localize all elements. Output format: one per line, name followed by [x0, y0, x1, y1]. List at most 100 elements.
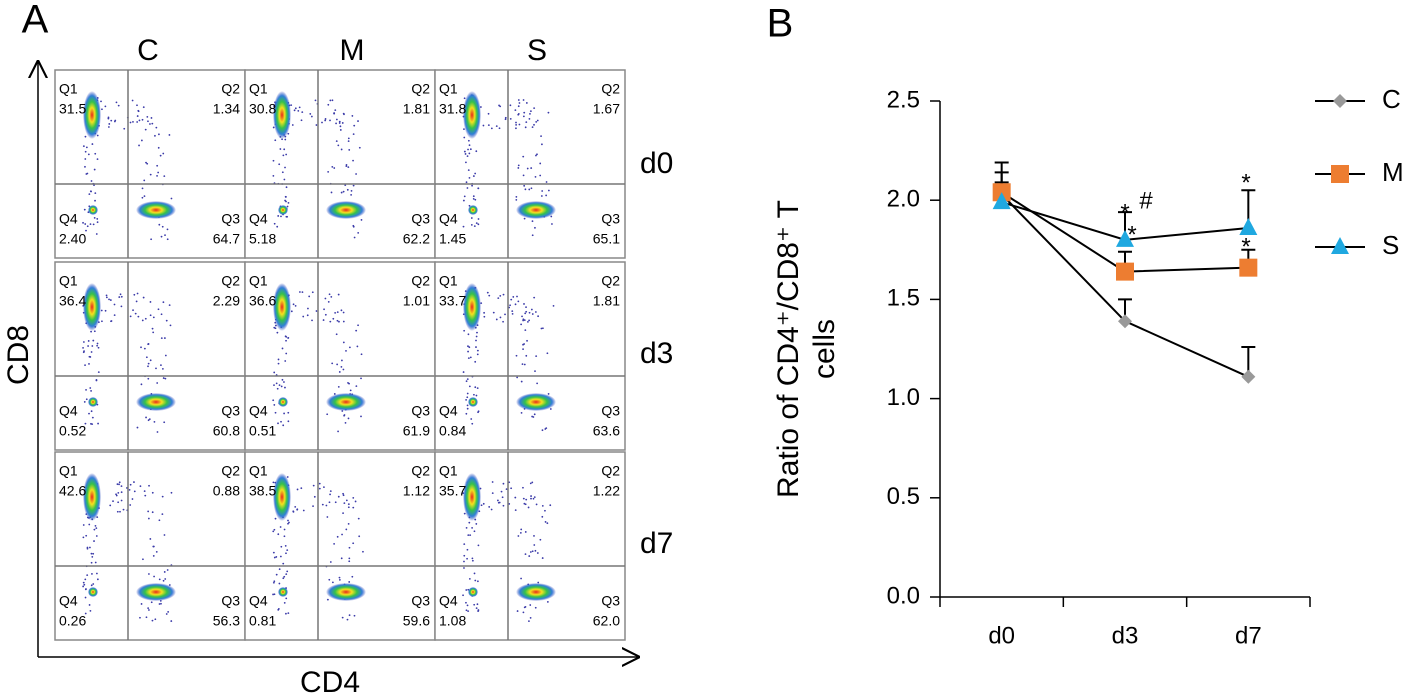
population [326, 583, 366, 601]
event-dot [282, 424, 285, 427]
event-dot [473, 225, 476, 228]
event-dot [90, 552, 93, 555]
event-dot [287, 420, 290, 423]
event-dot [132, 120, 134, 123]
event-dot [165, 319, 168, 322]
event-dot [149, 314, 152, 317]
event-dot [84, 135, 87, 138]
event-dot [88, 193, 91, 196]
event-dot [279, 555, 282, 558]
event-dot [352, 225, 355, 228]
event-dot [112, 500, 114, 503]
event-dot [502, 482, 505, 485]
event-dot [149, 173, 152, 176]
event-dot [168, 304, 171, 307]
event-dot [467, 333, 470, 336]
quadrant-name: Q3 [601, 211, 620, 227]
event-dot [156, 382, 159, 384]
event-dot [273, 593, 276, 596]
event-dot [274, 411, 277, 414]
event-dot [88, 604, 91, 606]
event-dot [468, 152, 471, 155]
event-dot [281, 347, 284, 350]
event-dot [462, 371, 465, 373]
event-dot [474, 386, 477, 389]
event-dot [467, 610, 470, 613]
event-dot [123, 127, 126, 130]
event-dot [321, 121, 323, 124]
event-dot [136, 104, 138, 107]
event-dot [531, 126, 534, 128]
event-dot [90, 584, 93, 587]
event-dot [531, 481, 534, 484]
quadrant-name: Q1 [249, 463, 268, 479]
event-dot [148, 609, 150, 611]
event-dot [273, 404, 276, 406]
quadrant-value: 0.88 [213, 483, 240, 499]
legend-label: S [1382, 230, 1399, 260]
event-dot [142, 558, 144, 561]
event-dot [311, 291, 314, 294]
event-dot [323, 308, 325, 311]
event-dot [147, 365, 149, 368]
event-dot [164, 354, 167, 357]
marker [1116, 262, 1134, 281]
event-dot [523, 363, 526, 366]
event-dot [285, 339, 287, 342]
event-dot [535, 154, 537, 157]
event-dot [346, 188, 349, 191]
event-dot [472, 195, 475, 198]
event-dot [283, 412, 285, 415]
event-dot [302, 509, 305, 512]
event-dot [530, 495, 532, 497]
event-dot [89, 609, 92, 612]
event-dot [88, 363, 90, 365]
event-dot [277, 362, 280, 365]
event-dot [348, 581, 351, 583]
event-dot [524, 503, 527, 506]
event-dot [490, 508, 493, 511]
event-dot [468, 521, 471, 524]
event-dot [160, 337, 163, 339]
event-dot [149, 538, 152, 540]
event-dot [501, 496, 504, 499]
event-dot [101, 320, 103, 323]
event-dot [549, 504, 552, 507]
event-dot [84, 612, 87, 615]
event-dot [163, 337, 166, 339]
event-dot [521, 363, 524, 366]
event-dot [539, 174, 542, 177]
event-dot [545, 194, 548, 197]
event-dot [164, 377, 167, 380]
event-dot [520, 380, 523, 383]
event-dot [340, 191, 343, 194]
event-dot [300, 487, 303, 490]
event-dot [287, 336, 290, 339]
event-dot [529, 482, 532, 485]
event-dot [499, 316, 502, 319]
event-dot [329, 490, 332, 493]
event-dot [466, 548, 469, 551]
event-dot [324, 297, 327, 300]
y-tick-label: 0.5 [887, 483, 920, 510]
event-dot [329, 119, 331, 122]
event-dot [552, 304, 555, 307]
event-dot [324, 313, 327, 316]
event-dot [522, 174, 525, 177]
quadrant-value: 2.40 [59, 231, 86, 247]
event-dot [502, 504, 505, 507]
event-dot [529, 110, 532, 113]
event-dot [334, 311, 337, 314]
event-dot [466, 604, 469, 607]
quadrant-value: 1.22 [593, 483, 620, 499]
event-dot [466, 155, 469, 158]
event-dot [482, 502, 485, 505]
event-dot [329, 561, 332, 563]
event-dot [285, 612, 287, 615]
event-dot [468, 176, 471, 179]
event-dot [517, 164, 520, 167]
event-dot [147, 362, 150, 365]
event-dot [470, 418, 473, 420]
event-dot [131, 498, 134, 500]
event-dot [466, 187, 469, 189]
